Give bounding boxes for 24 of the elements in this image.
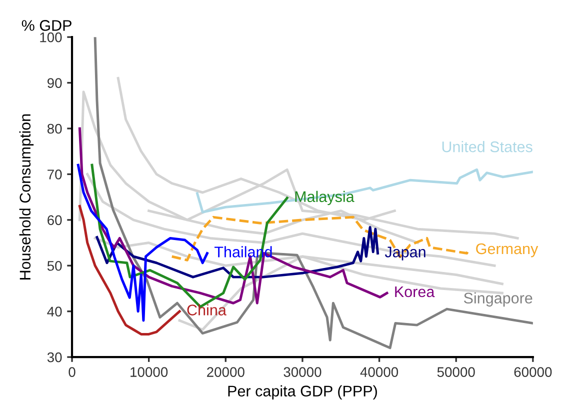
y-tick-label: 90 <box>48 78 62 88</box>
y-tick-label: 40 <box>47 306 62 317</box>
y-tick-label: 60 <box>48 215 62 226</box>
series-label: Germany <box>476 243 538 258</box>
x-tick-label: 20000 <box>207 367 244 377</box>
y-axis-title: Household Consumption <box>19 114 34 280</box>
y-tick-label: 80 <box>47 124 62 134</box>
x-tick-label: 0 <box>68 367 76 377</box>
series-label: China <box>187 304 226 316</box>
y-tick-label: 50 <box>47 260 62 271</box>
series-label: United States <box>442 141 532 152</box>
series-label: Korea <box>395 286 435 298</box>
y-tick-label: 100 <box>40 32 62 42</box>
y-tick-label: 30 <box>47 352 62 362</box>
series-label: Singapore <box>464 292 532 307</box>
x-tick-label: 60000 <box>514 367 552 377</box>
x-tick-label: 40000 <box>360 367 398 377</box>
x-tick-label: 50000 <box>437 367 475 377</box>
text: % GDP <box>22 20 72 31</box>
x-tick-label: 30000 <box>284 367 322 377</box>
x-tick-label: 10000 <box>130 367 168 377</box>
y-tick-label: 70 <box>48 170 62 180</box>
x-axis-title: Per capita GDP (PPP) <box>228 385 377 400</box>
series-label: Malaysia <box>295 190 354 206</box>
